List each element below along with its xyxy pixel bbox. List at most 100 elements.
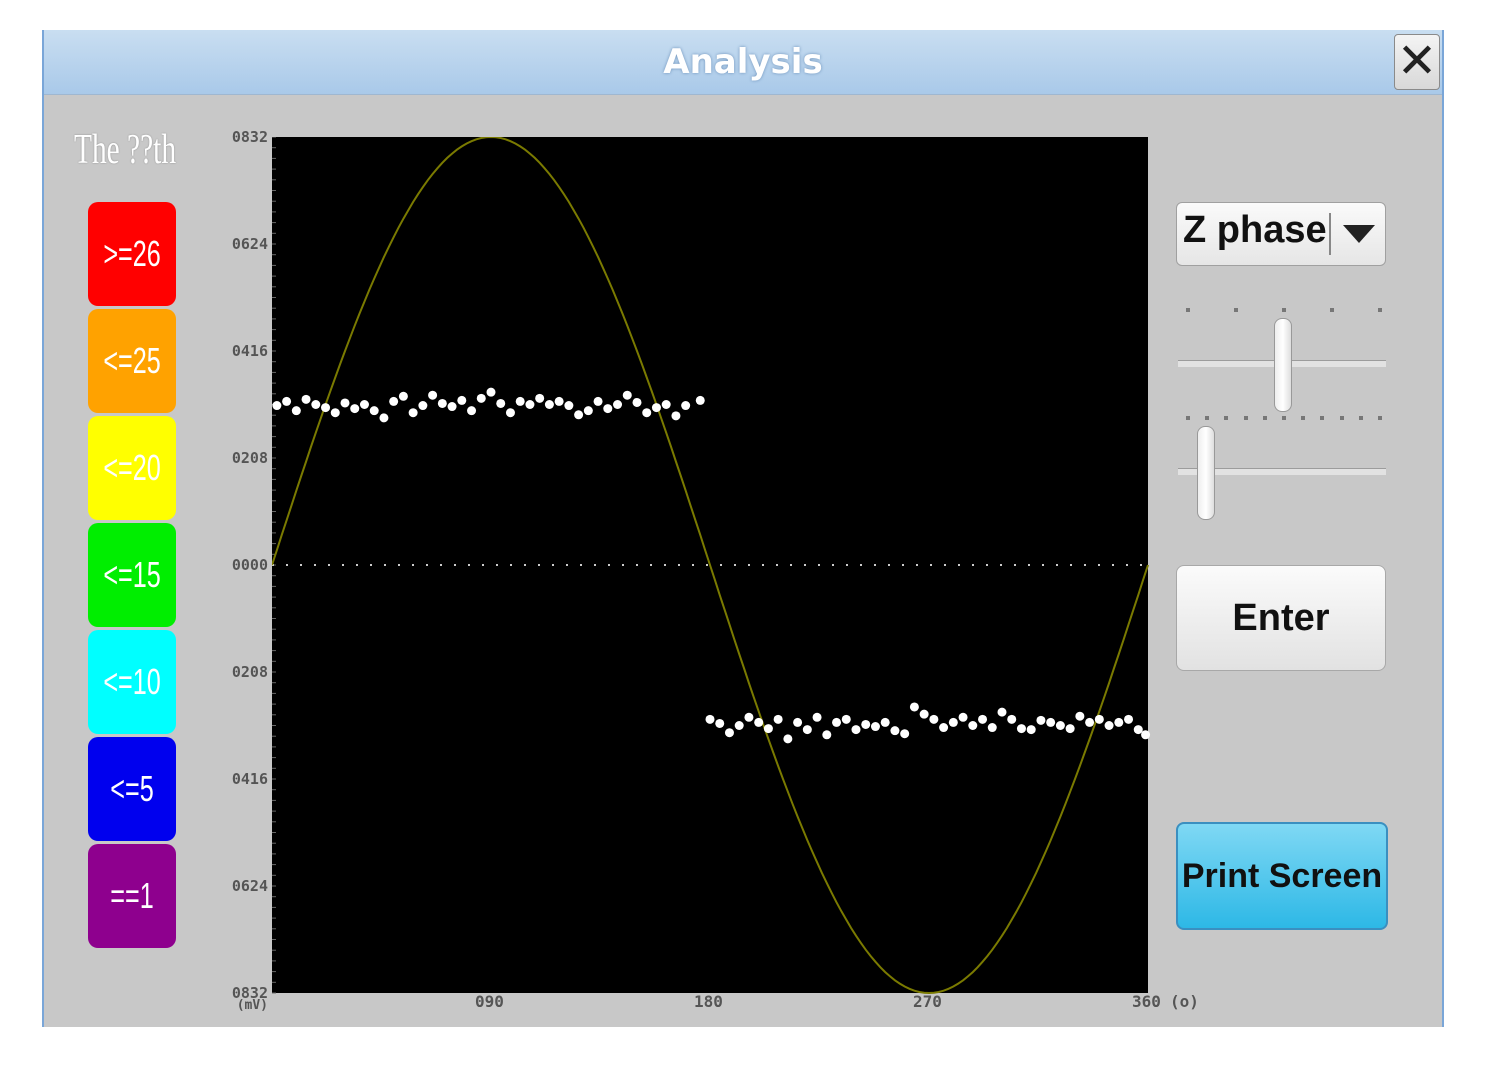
- reference-sine-wave: [272, 137, 1149, 995]
- data-point: [1075, 711, 1085, 721]
- data-point: [870, 722, 880, 732]
- data-point: [408, 408, 418, 418]
- chevron-down-icon: [1343, 225, 1375, 243]
- data-point: [321, 403, 331, 413]
- legend-item: <=25: [88, 309, 176, 413]
- legend-label: <=25: [103, 340, 161, 381]
- data-point: [861, 719, 871, 729]
- data-point: [642, 408, 652, 418]
- data-point: [948, 717, 958, 727]
- slider-thumb[interactable]: [1274, 318, 1292, 412]
- legend-item: <=10: [88, 630, 176, 734]
- legend-label: <=5: [110, 768, 154, 809]
- y-tick-label: 0832: [231, 984, 268, 1002]
- data-point: [564, 401, 574, 411]
- data-point: [515, 396, 525, 406]
- data-point: [812, 712, 822, 722]
- slider-1[interactable]: [1178, 308, 1386, 418]
- data-point: [1007, 714, 1017, 724]
- slider-tick: [1224, 416, 1229, 420]
- data-point: [457, 395, 467, 405]
- data-point: [734, 721, 744, 730]
- data-point: [632, 397, 642, 407]
- data-point: [1114, 717, 1124, 727]
- slider-tick: [1243, 416, 1248, 420]
- data-point: [939, 723, 949, 733]
- data-point: [350, 404, 360, 414]
- slider-tick: [1205, 416, 1210, 420]
- data-point: [890, 726, 900, 736]
- data-point: [724, 728, 734, 738]
- data-point: [583, 406, 593, 416]
- data-point: [832, 717, 842, 727]
- legend-item: >=26: [88, 202, 176, 306]
- data-point: [968, 721, 978, 730]
- data-point: [476, 393, 486, 403]
- data-point: [340, 398, 350, 408]
- data-point: [272, 401, 282, 411]
- data-point: [1085, 717, 1095, 727]
- data-point: [1104, 721, 1114, 730]
- x-tick-label: 090: [475, 992, 504, 1011]
- legend-label: <=20: [103, 447, 161, 488]
- enter-button[interactable]: Enter: [1176, 565, 1386, 671]
- data-point: [909, 702, 919, 712]
- data-point: [467, 406, 477, 416]
- window-title: Analysis: [663, 42, 823, 82]
- data-point: [715, 718, 725, 728]
- slider-track[interactable]: [1178, 468, 1386, 475]
- phase-dropdown[interactable]: Z phase: [1176, 202, 1386, 266]
- data-point: [802, 725, 812, 735]
- legend-label: >=26: [103, 233, 161, 274]
- data-point: [958, 712, 968, 722]
- data-point: [1133, 725, 1143, 735]
- data-point: [613, 400, 623, 409]
- data-point: [671, 411, 681, 421]
- print-screen-button[interactable]: Print Screen: [1176, 822, 1388, 930]
- data-point: [1124, 714, 1134, 724]
- slider-tick: [1282, 416, 1286, 420]
- data-point: [1046, 717, 1056, 727]
- data-point: [379, 413, 389, 423]
- data-point: [1094, 714, 1104, 724]
- data-point: [593, 396, 603, 406]
- legend-item: <=15: [88, 523, 176, 627]
- close-button[interactable]: ✕: [1394, 34, 1440, 90]
- phase-chart: [272, 137, 1151, 995]
- x-tick-label: 360: [1132, 992, 1161, 1011]
- data-point: [695, 395, 705, 405]
- data-point: [525, 400, 535, 409]
- y-tick-label: 0416: [231, 342, 268, 360]
- data-point: [997, 707, 1007, 717]
- slider-tick: [1358, 416, 1363, 420]
- data-point: [841, 714, 851, 724]
- data-point: [389, 396, 399, 406]
- slider-tick: [1301, 416, 1306, 420]
- slider-tick: [1186, 416, 1190, 420]
- slider-tick: [1378, 308, 1382, 312]
- title-bar: Analysis ✕: [44, 30, 1442, 95]
- legend-label: <=10: [103, 661, 161, 702]
- y-tick-label: 0832: [231, 128, 268, 146]
- data-point: [544, 400, 554, 409]
- legend-label: ==1: [110, 875, 154, 916]
- data-point: [447, 402, 457, 412]
- slider-thumb[interactable]: [1197, 426, 1216, 520]
- y-tick-label: 0208: [231, 449, 268, 467]
- data-point: [744, 712, 754, 722]
- data-point: [554, 396, 564, 406]
- data-point: [622, 390, 632, 400]
- slider-tick: [1282, 308, 1286, 312]
- data-point: [900, 729, 910, 739]
- y-tick-label: 0000: [231, 556, 268, 574]
- data-point: [754, 717, 764, 727]
- data-point: [1026, 725, 1036, 735]
- legend-item: <=20: [88, 416, 176, 520]
- data-point: [773, 714, 783, 724]
- data-point: [574, 410, 584, 420]
- data-point: [987, 723, 997, 733]
- data-point: [681, 401, 691, 411]
- data-point: [880, 717, 890, 727]
- slider-2[interactable]: [1178, 416, 1386, 526]
- data-point: [359, 400, 369, 409]
